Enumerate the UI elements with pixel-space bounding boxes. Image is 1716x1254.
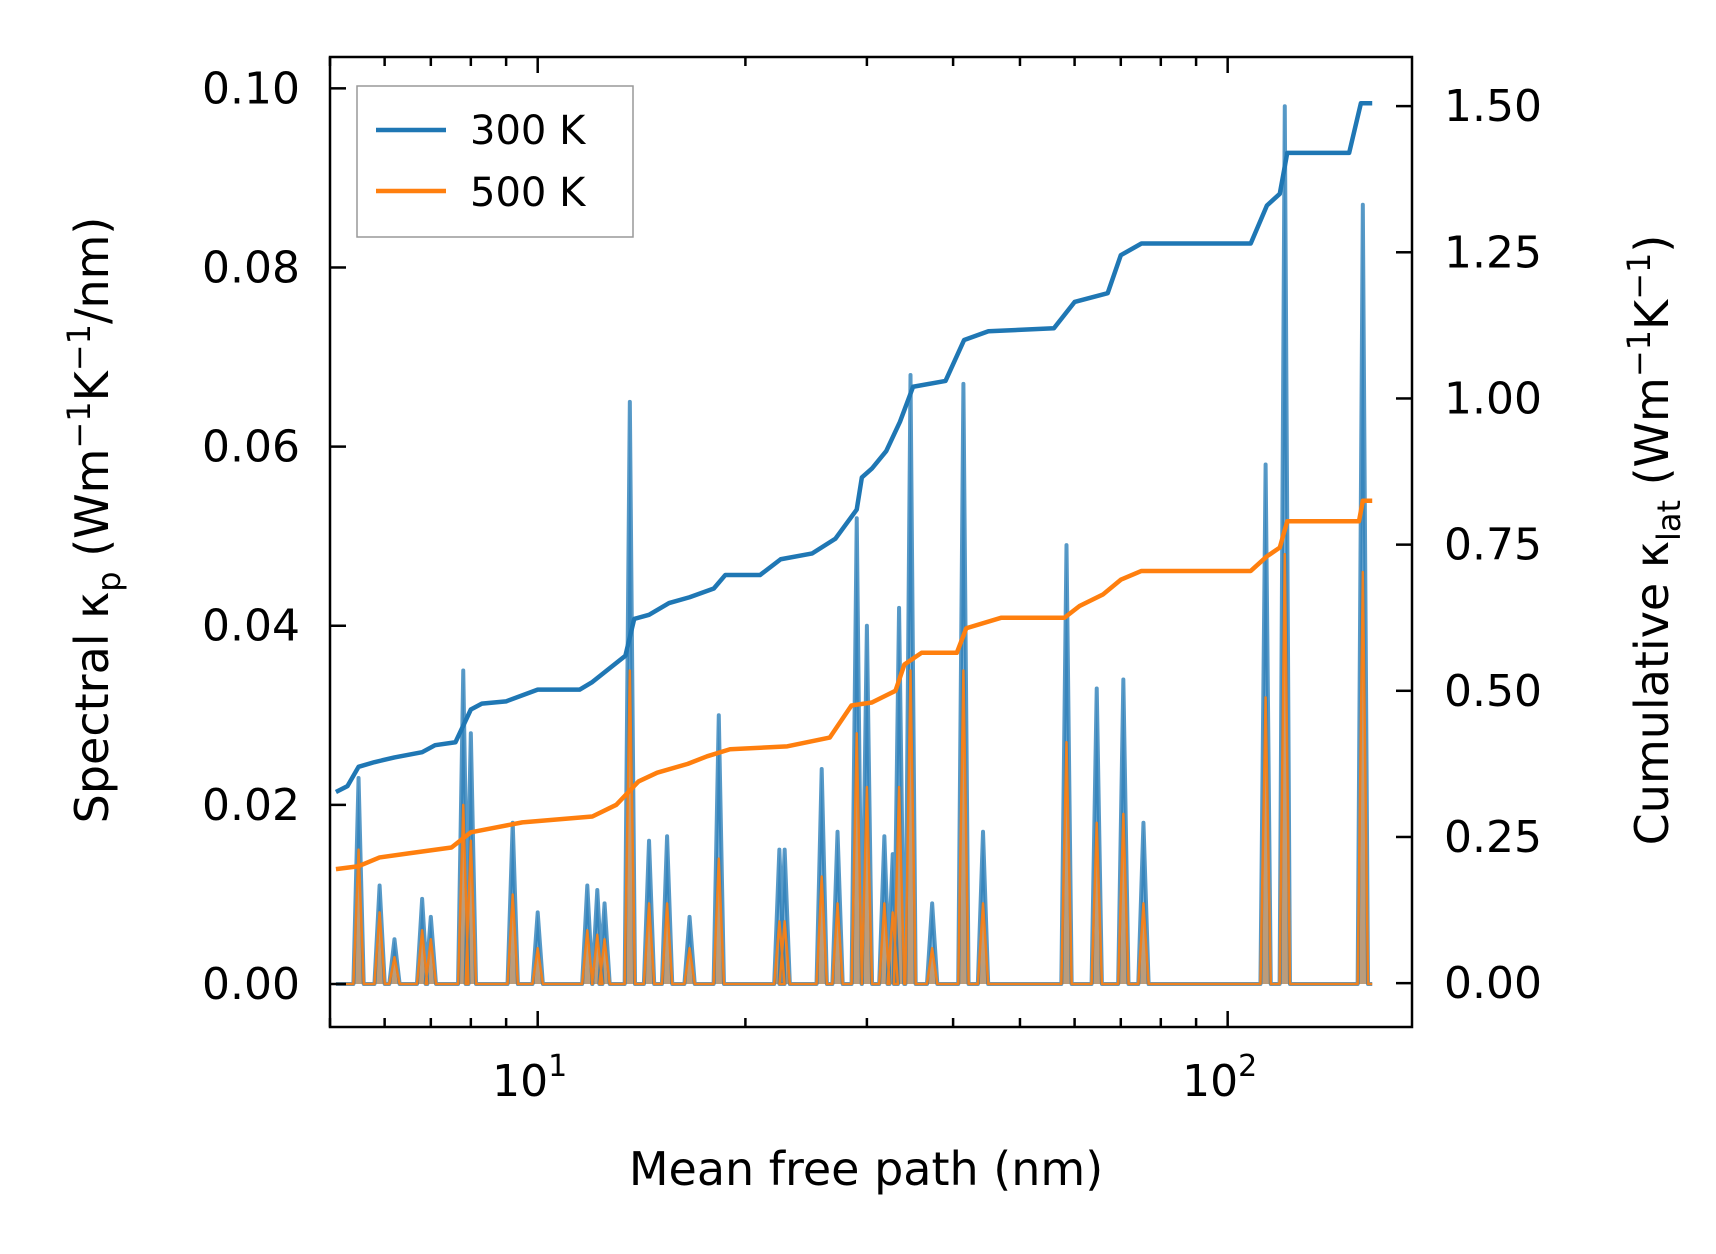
legend-label-500k: 500 K	[470, 170, 587, 216]
legend: 300 K 500 K	[356, 85, 634, 238]
y-left-label-unit: /nm)	[65, 217, 119, 324]
plot-frame	[328, 55, 1414, 1029]
y-right-tick-label: 0.75	[1444, 520, 1542, 571]
cumulative-line-group	[334, 100, 1373, 872]
y-left-label-unit: (Wm	[65, 449, 119, 572]
x-tick-exponent: 2	[1238, 1049, 1257, 1084]
y-left-label-unit: K	[65, 369, 119, 401]
x-tick-base: 10	[1182, 1056, 1238, 1107]
y-right-label-superscript: −1	[1620, 330, 1658, 377]
y-left-label-superscript: −1	[60, 324, 98, 371]
y-right-tick-label: 1.25	[1444, 227, 1542, 278]
y-right-label-superscript: −1	[1620, 253, 1658, 300]
y-left-tick-label: 0.10	[202, 63, 300, 114]
y-left-axis-label: Spectral κp (Wm−1K−1/nm)	[60, 217, 128, 824]
cumulative-line-500k	[335, 498, 1373, 872]
y-left-tick-label: 0.06	[202, 422, 300, 473]
x-tick-exponent: 1	[548, 1049, 567, 1084]
y-right-label-unit: K	[1625, 298, 1679, 330]
y-right-label-subscript: lat	[1650, 500, 1688, 541]
x-tick-base: 10	[492, 1056, 548, 1107]
x-axis-label: Mean free path (nm)	[629, 1142, 1103, 1196]
legend-box	[356, 85, 634, 238]
y-right-tick-label: 0.50	[1444, 666, 1542, 717]
y-left-label-subscript: p	[90, 571, 128, 591]
legend-label-300k: 300 K	[470, 108, 587, 154]
y-right-tick-label: 1.50	[1444, 81, 1542, 132]
y-left-tick-label: 0.02	[202, 780, 300, 831]
y-left-tick-label: 0.04	[202, 601, 300, 652]
spectral-line-500k	[335, 552, 1373, 986]
x-tick-label-100: 102	[1182, 1049, 1257, 1107]
y-left-tick-label: 0.00	[202, 959, 300, 1010]
y-right-label-main: Cumulative κ	[1625, 541, 1679, 845]
spectral-line-group	[335, 104, 1373, 987]
y-right-axis-label: Cumulative κlat (Wm−1K−1)	[1620, 235, 1688, 846]
x-tick-label-10: 101	[492, 1049, 567, 1107]
y-right-label-unit: (Wm	[1625, 377, 1679, 500]
y-left-tick-label: 0.08	[202, 242, 300, 293]
cumulative-line-300k	[334, 100, 1373, 794]
y-right-tick-label: 1.00	[1444, 373, 1542, 424]
y-left-label-main: Spectral κ	[65, 592, 119, 824]
y-left-label-superscript: −1	[60, 401, 98, 448]
tick-group	[328, 57, 1412, 1027]
y-right-label-unit: )	[1625, 235, 1679, 253]
y-right-tick-label: 0.00	[1444, 958, 1542, 1009]
y-right-tick-label: 0.25	[1444, 812, 1542, 863]
